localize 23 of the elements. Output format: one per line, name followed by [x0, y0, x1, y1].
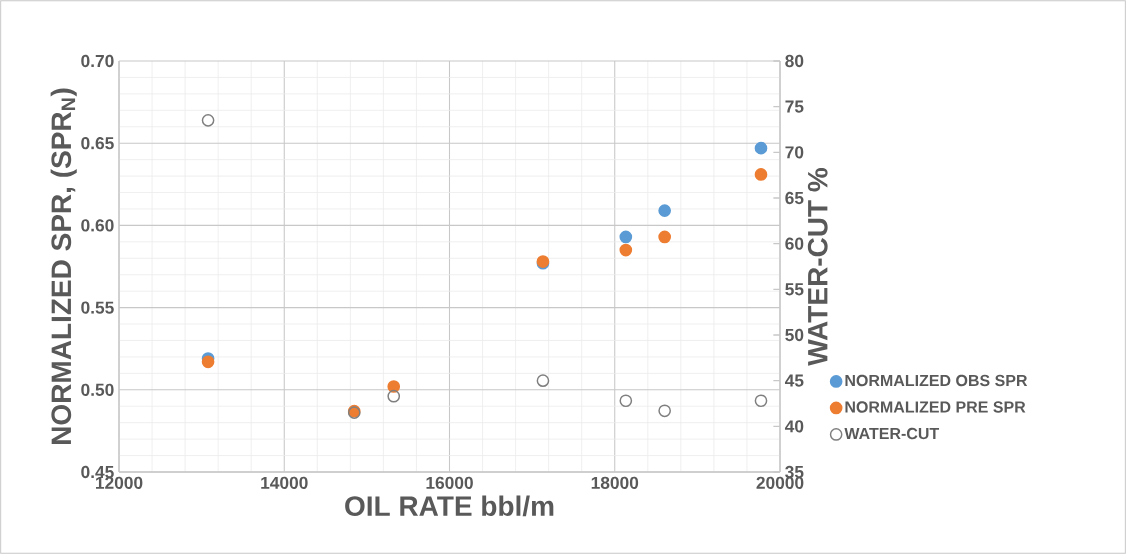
y-tick-label: 0.50 [81, 383, 114, 396]
y2-tick-label: 50 [785, 328, 804, 342]
y-axis-title: NORMALIZED SPR, (SPR$_{N}$) [50, 88, 77, 444]
y-tick-label: 0.65 [81, 137, 114, 150]
y2-tick-label: 45 [784, 374, 804, 387]
x-tick-label: 16000 [426, 476, 473, 489]
y2-axis-title: WATER-CUT % [807, 167, 828, 366]
y-tick-label: 0.55 [81, 301, 114, 314]
y-tick-label: 0.70 [81, 54, 114, 68]
y2-tick-label: 75 [785, 100, 804, 113]
x-axis-title: OIL RATE bbl/m [345, 495, 554, 517]
y2-tick-label: 40 [784, 420, 804, 433]
x-tick-label: 18000 [591, 476, 639, 489]
y2-tick-label: 55 [785, 283, 804, 296]
x-tick-label: 14000 [261, 476, 308, 489]
legend-label: NORMALIZED OBS SPR [845, 374, 1028, 387]
y2-tick-label: 80 [785, 54, 804, 68]
y2-tick-label: 65 [785, 191, 804, 205]
legend-label: WATER-CUT [844, 427, 940, 440]
y-tick-label: 0.60 [81, 219, 114, 232]
y2-tick-label: 60 [785, 237, 804, 250]
legend-label: NORMALIZED PRE SPR [845, 401, 1026, 413]
y2-tick-label: 70 [785, 146, 804, 159]
